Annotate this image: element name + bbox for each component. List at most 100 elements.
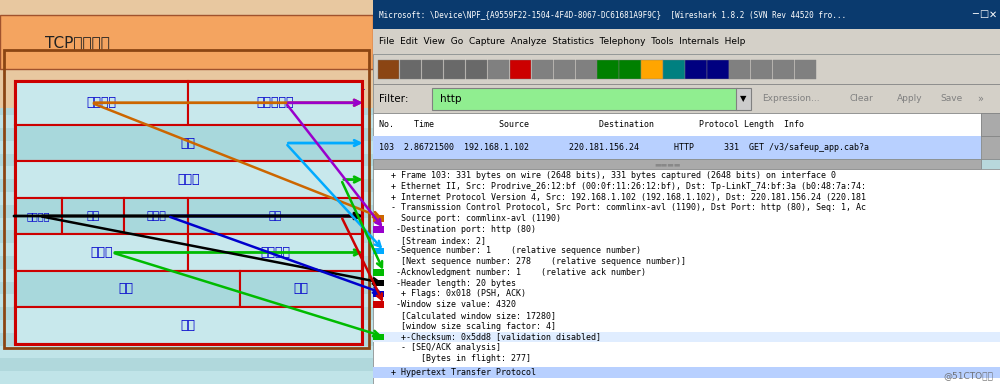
FancyBboxPatch shape [400,60,421,79]
Text: [Stream index: 2]: [Stream index: 2] [391,236,486,245]
Text: ▬▬▬▬: ▬▬▬▬ [654,161,681,167]
Text: 紧急指针: 紧急指针 [260,246,290,259]
FancyBboxPatch shape [15,234,188,271]
FancyBboxPatch shape [0,205,373,218]
FancyBboxPatch shape [444,60,465,79]
FancyBboxPatch shape [432,88,737,110]
Text: ▼: ▼ [740,94,747,103]
FancyBboxPatch shape [15,307,362,344]
FancyBboxPatch shape [15,271,240,307]
FancyBboxPatch shape [0,0,373,13]
Text: +-Checksum: 0x5dd8 [validation disabled]: +-Checksum: 0x5dd8 [validation disabled] [391,332,601,341]
Text: - Transmission Control Protocol, Src Port: commlinx-avl (1190), Dst Port: http (: - Transmission Control Protocol, Src Por… [391,204,866,212]
FancyBboxPatch shape [0,320,373,333]
FancyBboxPatch shape [0,358,373,371]
FancyBboxPatch shape [0,256,373,269]
FancyBboxPatch shape [0,166,373,179]
FancyBboxPatch shape [0,179,373,192]
Text: »: » [977,94,983,104]
Text: 31: 31 [350,80,366,93]
FancyBboxPatch shape [0,371,373,384]
FancyBboxPatch shape [188,198,362,234]
Text: 报头长度: 报头长度 [27,211,50,221]
FancyBboxPatch shape [188,81,362,125]
Text: 填充: 填充 [294,283,309,295]
FancyBboxPatch shape [373,215,384,222]
FancyBboxPatch shape [373,332,1000,342]
FancyBboxPatch shape [373,280,384,286]
FancyBboxPatch shape [373,226,384,233]
FancyBboxPatch shape [373,136,981,159]
FancyBboxPatch shape [0,15,373,69]
FancyBboxPatch shape [0,103,373,115]
Text: 数据: 数据 [181,319,196,332]
Text: + Frame 103: 331 bytes on wire (2648 bits), 331 bytes captured (2648 bits) on in: + Frame 103: 331 bytes on wire (2648 bit… [391,171,836,180]
FancyBboxPatch shape [0,346,373,358]
FancyBboxPatch shape [576,60,597,79]
FancyBboxPatch shape [124,198,188,234]
FancyBboxPatch shape [0,13,373,26]
FancyBboxPatch shape [597,60,619,79]
Text: Clear: Clear [850,94,873,103]
FancyBboxPatch shape [240,271,362,307]
FancyBboxPatch shape [981,136,1000,159]
FancyBboxPatch shape [373,269,384,276]
FancyBboxPatch shape [0,154,373,166]
FancyBboxPatch shape [373,334,384,340]
FancyBboxPatch shape [15,81,188,125]
FancyBboxPatch shape [373,291,384,297]
FancyBboxPatch shape [554,60,575,79]
FancyBboxPatch shape [15,125,362,161]
Text: + Flags: 0x018 (PSH, ACK): + Flags: 0x018 (PSH, ACK) [391,290,526,298]
Text: 确认号: 确认号 [177,173,200,186]
Text: □: □ [979,9,988,20]
FancyBboxPatch shape [0,0,373,108]
FancyBboxPatch shape [0,269,373,281]
Text: 标志位: 标志位 [146,211,166,221]
FancyBboxPatch shape [0,77,373,89]
FancyBboxPatch shape [422,60,443,79]
Text: Source port: commlinx-avl (1190): Source port: commlinx-avl (1190) [391,214,561,223]
Text: -Window size value: 4320: -Window size value: 4320 [391,300,516,309]
FancyBboxPatch shape [373,301,384,308]
Text: Microsoft: \Device\NPF_{A9559F22-1504-4F4D-8067-DC61681A9F9C}  [Wireshark 1.8.2 : Microsoft: \Device\NPF_{A9559F22-1504-4F… [379,10,846,19]
FancyBboxPatch shape [373,54,1000,84]
FancyBboxPatch shape [188,234,362,271]
FancyBboxPatch shape [373,367,1000,377]
FancyBboxPatch shape [373,84,1000,113]
FancyBboxPatch shape [0,89,373,103]
Text: [Bytes in flight: 277]: [Bytes in flight: 277] [391,354,531,363]
Text: 源端口号: 源端口号 [87,96,117,109]
Text: 保留: 保留 [86,211,100,221]
FancyBboxPatch shape [0,51,373,64]
Text: [window size scaling factor: 4]: [window size scaling factor: 4] [391,321,556,331]
Text: 103  2.86721500  192.168.1.102        220.181.156.24       HTTP      331  GET /v: 103 2.86721500 192.168.1.102 220.181.156… [379,142,869,152]
FancyBboxPatch shape [0,115,373,128]
Text: Expression...: Expression... [762,94,819,103]
FancyBboxPatch shape [641,60,663,79]
FancyBboxPatch shape [0,218,373,230]
FancyBboxPatch shape [981,113,1000,136]
FancyBboxPatch shape [0,295,373,307]
FancyBboxPatch shape [378,60,399,79]
FancyBboxPatch shape [0,128,373,141]
Text: 目的端口号: 目的端口号 [256,96,294,109]
Text: -Destination port: http (80): -Destination port: http (80) [391,225,536,234]
FancyBboxPatch shape [795,60,816,79]
FancyBboxPatch shape [0,38,373,51]
Text: -Acknowledgment number: 1    (relative ack number): -Acknowledgment number: 1 (relative ack … [391,268,646,277]
FancyBboxPatch shape [0,192,373,205]
Text: ✕: ✕ [988,9,997,20]
FancyBboxPatch shape [707,60,729,79]
Text: @51CTO博客: @51CTO博客 [944,371,994,380]
Text: [Calculated window size: 17280]: [Calculated window size: 17280] [391,311,556,320]
Text: http: http [440,94,462,104]
FancyBboxPatch shape [0,141,373,154]
FancyBboxPatch shape [619,60,641,79]
Text: 0: 0 [18,80,26,93]
FancyBboxPatch shape [15,161,362,198]
FancyBboxPatch shape [0,281,373,295]
FancyBboxPatch shape [685,60,707,79]
FancyBboxPatch shape [0,243,373,256]
Text: + Ethernet II, Src: Prodrive_26:12:bf (00:0f:11:26:12:bf), Dst: Tp-LinkT_74:bf:3: + Ethernet II, Src: Prodrive_26:12:bf (0… [391,182,866,191]
